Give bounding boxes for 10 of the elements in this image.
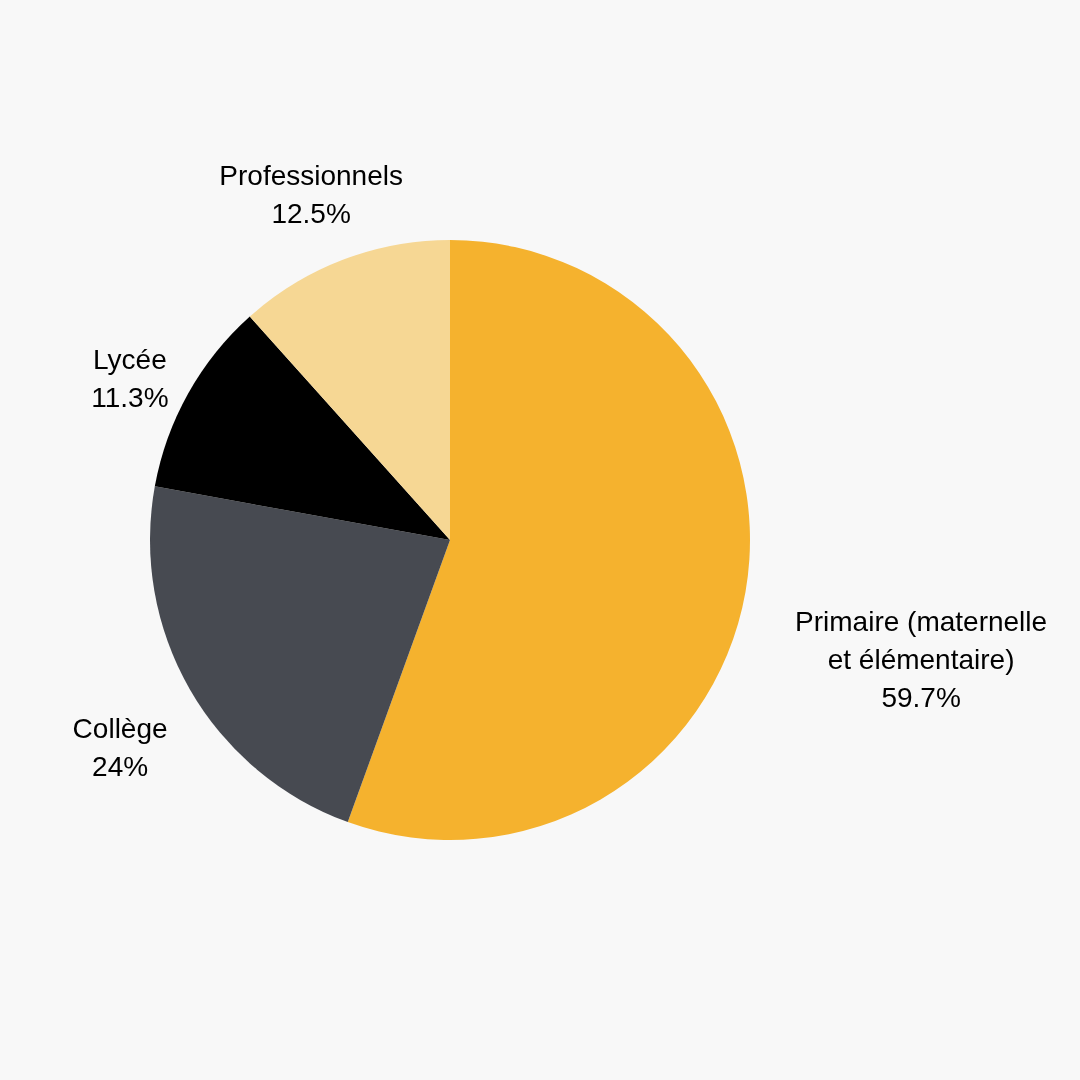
slice-label: Collège <box>72 712 168 744</box>
pie-slice <box>249 240 450 540</box>
data-label: 12.5% <box>271 197 351 229</box>
data-label: 24% <box>92 750 149 782</box>
slice-label: Lycée <box>93 343 167 375</box>
slice-label: Professionnels <box>219 159 403 191</box>
data-label: 11.3% <box>91 381 169 413</box>
data-label: 59.7% <box>881 681 961 713</box>
slice-label: Primaire (maternelle et élémentaire) <box>795 605 1048 675</box>
pie-slice <box>347 240 750 840</box>
